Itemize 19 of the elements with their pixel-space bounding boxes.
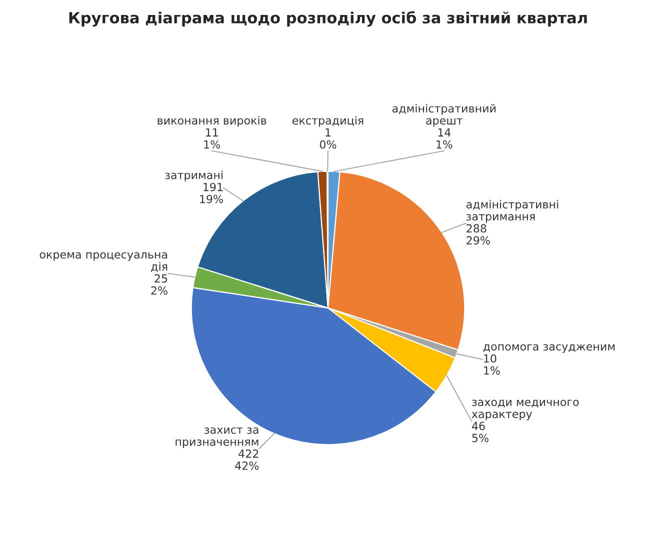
data-label: 11 1%	[204, 128, 220, 149]
slice-label: захист за призначенням	[176, 427, 258, 448]
data-label: 191 19%	[200, 182, 223, 204]
slice-label: допомога засудженим	[483, 344, 615, 353]
data-label: 422 42%	[235, 449, 259, 470]
slice-label: окрема процесуальна дія	[40, 252, 168, 272]
slice-label: заходи медичного характеру	[472, 400, 579, 420]
slice-label: екстрадиція	[292, 116, 364, 127]
data-label: 10 1%	[484, 354, 500, 375]
chart-title: Кругова діаграма щодо розподілу осіб за звітний квартал	[69, 11, 587, 27]
data-label: 288 29%	[466, 224, 490, 245]
data-label: 14 1%	[436, 128, 452, 149]
data-label: 1 0%	[320, 128, 336, 149]
slice-label: адміністративний арешт	[392, 104, 496, 127]
data-label: 25 2%	[151, 274, 168, 295]
slice-label: затримані	[165, 170, 223, 182]
data-label: 46 5%	[472, 422, 488, 442]
slice-label: виконання вироків	[158, 116, 266, 127]
slice-label: адміністративні затримання	[466, 200, 558, 223]
